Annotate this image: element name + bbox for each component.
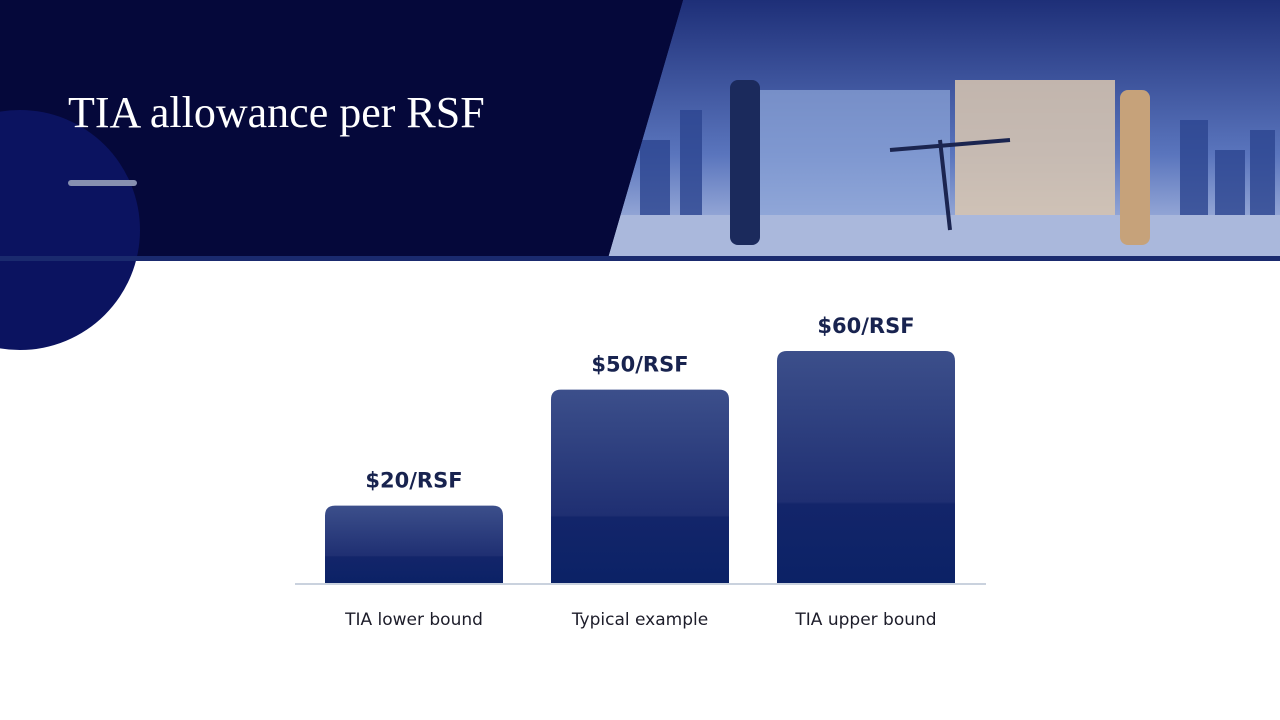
title-underline — [68, 180, 137, 186]
bar — [551, 389, 729, 583]
bar — [325, 505, 503, 583]
building-frame — [760, 90, 950, 220]
header-panel-overlay — [0, 0, 683, 258]
value-label: $60/RSF — [817, 314, 914, 338]
value-label: $20/RSF — [365, 469, 462, 493]
slide-title: TIA allowance per RSF — [68, 88, 485, 137]
category-label: TIA lower bound — [344, 610, 483, 630]
city-skyline — [640, 110, 1275, 220]
bar — [777, 351, 955, 583]
person-left — [730, 80, 760, 245]
person-right — [1120, 90, 1150, 245]
header-strip — [0, 256, 1280, 261]
category-label: TIA upper bound — [794, 610, 936, 630]
header-decoration — [0, 110, 140, 350]
ground — [600, 215, 1280, 258]
value-label: $50/RSF — [591, 353, 688, 377]
category-label: Typical example — [571, 610, 708, 630]
scale-icon — [889, 138, 1011, 231]
finished-room — [955, 80, 1115, 220]
header: TIA allowance per RSF — [0, 0, 1280, 350]
